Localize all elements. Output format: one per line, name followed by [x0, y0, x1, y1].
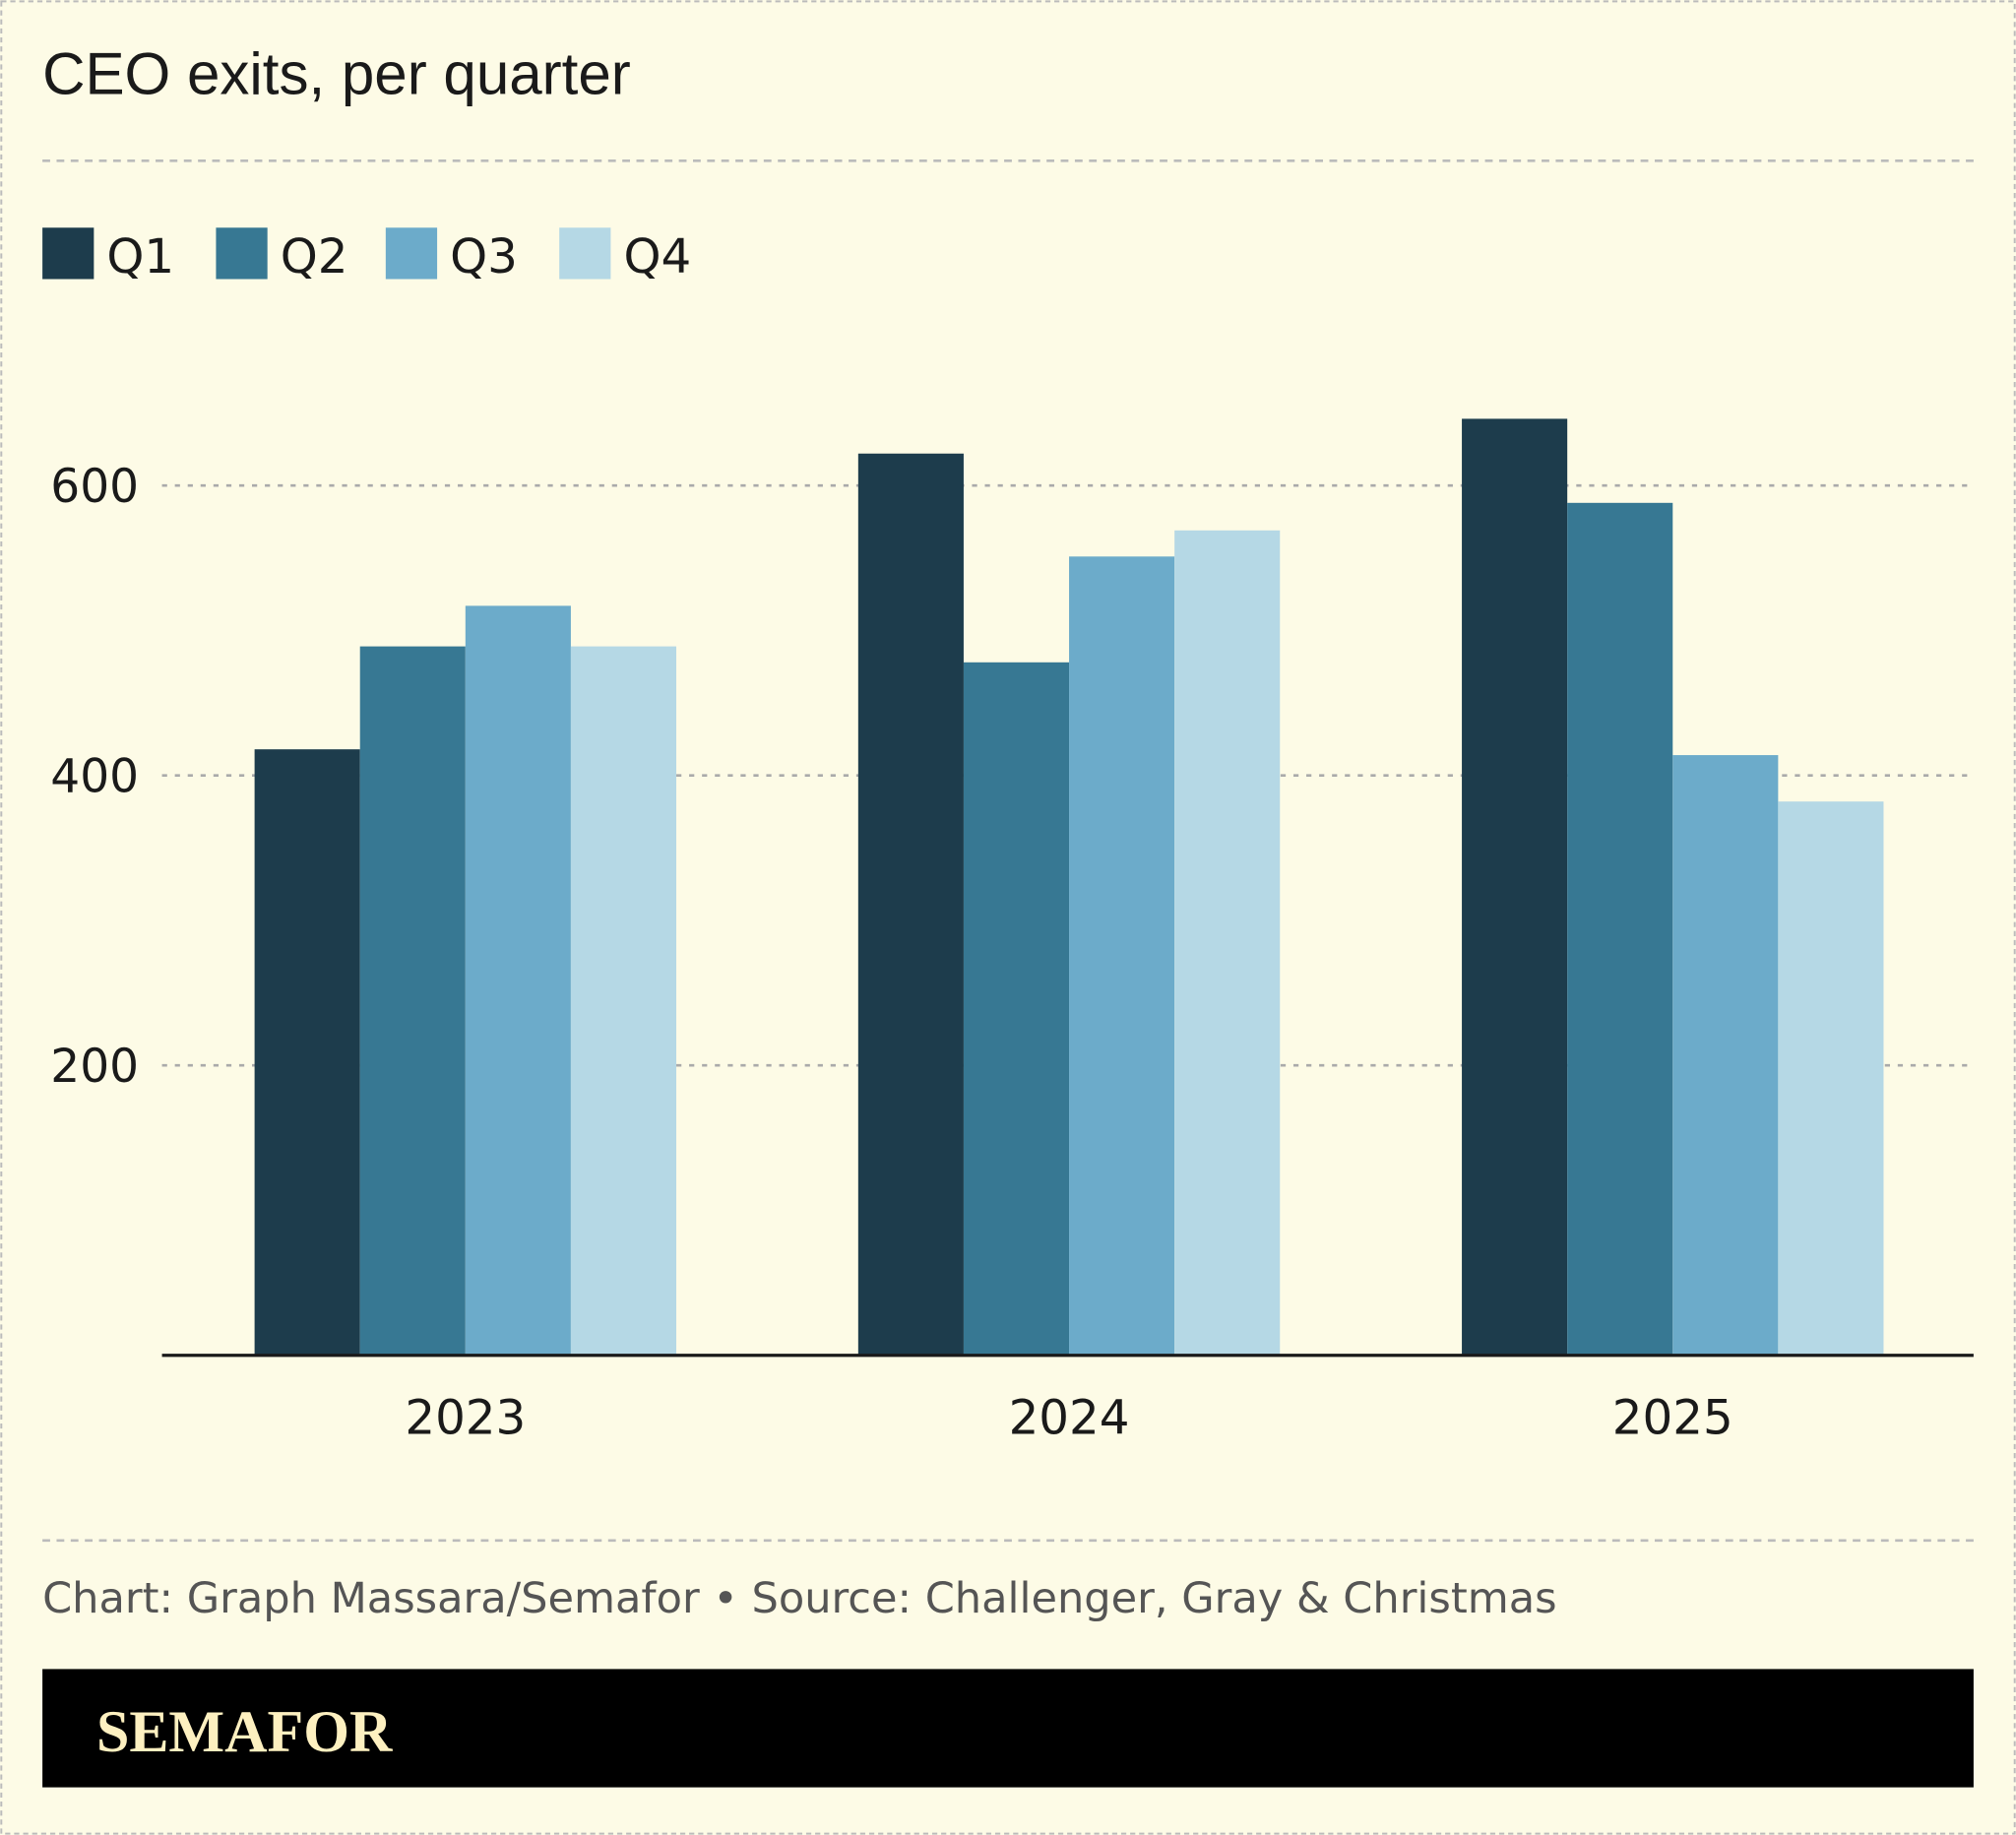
bar-2023-q4	[570, 646, 677, 1356]
bar-2025-q3	[1672, 755, 1779, 1356]
bars	[254, 418, 1884, 1356]
bar-2025-q2	[1567, 502, 1673, 1356]
legend-label-q4: Q4	[623, 229, 691, 285]
bar-2025-q1	[1462, 418, 1568, 1356]
x-tick-label: 2024	[1009, 1390, 1130, 1445]
brand-bar	[42, 1669, 1974, 1788]
bar-2023-q1	[254, 749, 360, 1356]
legend-label-q3: Q3	[450, 229, 518, 285]
semafor-logo: SEMAFOR	[96, 1698, 393, 1764]
x-tick-label: 2023	[405, 1390, 526, 1445]
legend-swatch-q1	[42, 227, 94, 280]
bar-2025-q4	[1778, 801, 1884, 1356]
legend-swatch-q3	[385, 227, 438, 280]
legend-label-q2: Q2	[281, 229, 348, 285]
bar-2024-q4	[1174, 530, 1281, 1356]
source-note: Chart: Graph Massara/Semafor • Source: C…	[42, 1574, 1556, 1623]
legend-swatch-q2	[216, 227, 268, 280]
bar-2023-q2	[359, 646, 466, 1356]
grid: 200 400 600	[50, 460, 1974, 1094]
y-tick-label: 600	[50, 460, 139, 514]
legend-label-q1: Q1	[106, 229, 174, 285]
y-tick-label: 400	[50, 750, 139, 804]
x-tick-label: 2025	[1612, 1390, 1733, 1445]
chart-title: CEO exits, per quarter	[42, 40, 631, 106]
bar-2023-q3	[465, 605, 571, 1356]
bar-2024-q2	[963, 662, 1070, 1356]
bar-2024-q1	[857, 453, 964, 1356]
y-tick-label: 200	[50, 1040, 139, 1094]
legend-swatch-q4	[559, 227, 611, 280]
bar-2024-q3	[1069, 556, 1175, 1356]
legend: Q1 Q2 Q3 Q4	[42, 227, 691, 285]
x-axis-labels: 2023 2024 2025	[405, 1390, 1732, 1445]
